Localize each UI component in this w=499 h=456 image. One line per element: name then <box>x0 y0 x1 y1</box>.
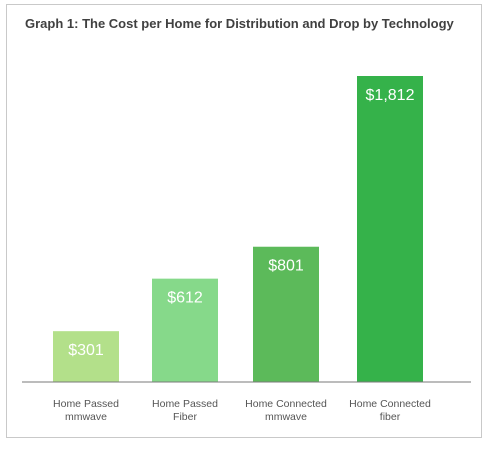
bar-value-label-1: $301 <box>68 342 104 359</box>
bars-group: $301 $612 $801 $1,812 <box>53 76 423 382</box>
bar-value-label-2: $612 <box>167 290 203 307</box>
category-label-4-line-2: fiber <box>380 411 401 423</box>
bar-value-label-3: $801 <box>268 258 304 275</box>
category-label-3-line-1: Home Connected <box>245 398 327 410</box>
chart-title: Graph 1: The Cost per Home for Distribut… <box>25 16 454 31</box>
bar-3 <box>253 246 319 382</box>
category-label-4-line-1: Home Connected <box>349 398 431 410</box>
category-label-2-line-2: Fiber <box>173 411 197 423</box>
bar-2 <box>152 278 218 382</box>
bar-value-label-4: $1,812 <box>366 87 415 104</box>
category-label-1-line-2: mmwave <box>65 411 107 423</box>
bar-4 <box>357 76 423 382</box>
category-label-3-line-2: mmwave <box>265 411 307 423</box>
category-label-1-line-1: Home Passed <box>53 398 119 410</box>
bar-1 <box>53 331 119 382</box>
category-label-2-line-1: Home Passed <box>152 398 218 410</box>
